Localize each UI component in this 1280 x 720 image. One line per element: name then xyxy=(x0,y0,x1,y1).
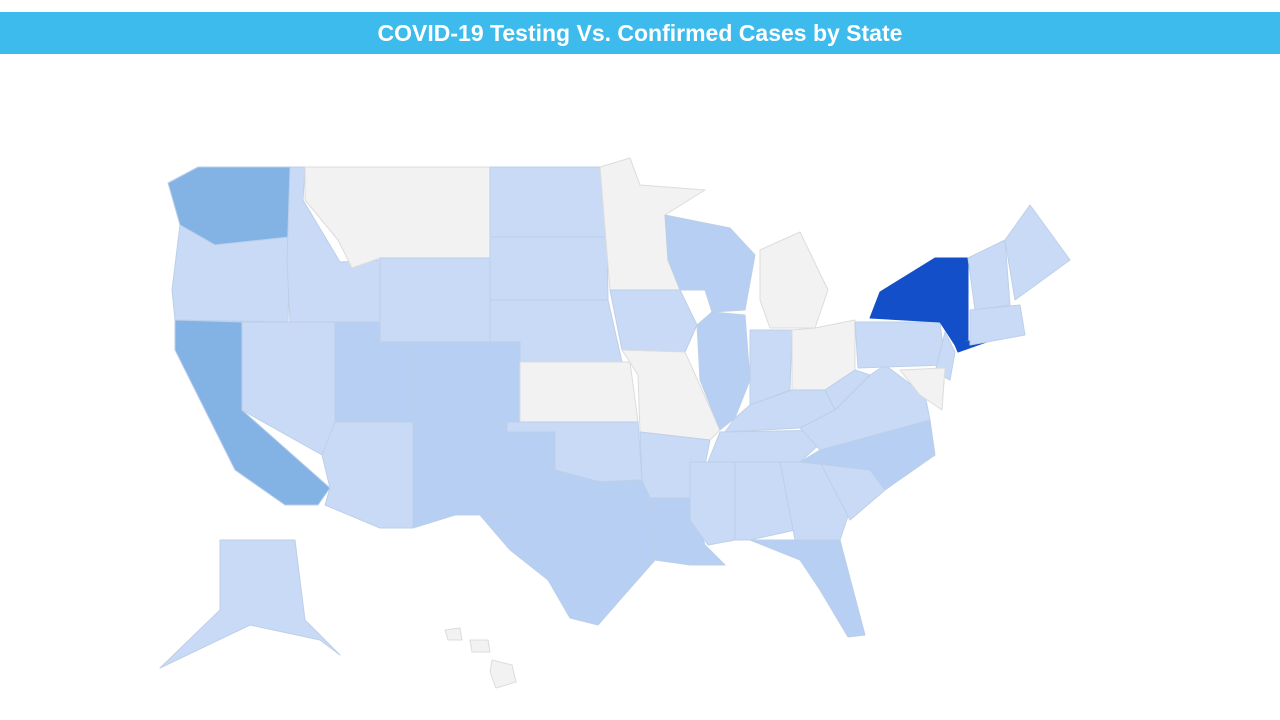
state xyxy=(759,231,829,329)
state xyxy=(454,431,656,626)
state xyxy=(734,461,796,541)
state xyxy=(321,421,414,529)
state xyxy=(469,639,491,653)
state xyxy=(696,311,751,431)
state xyxy=(489,166,608,238)
state xyxy=(799,364,931,451)
title-bar: COVID-19 Testing Vs. Confirmed Cases by … xyxy=(0,12,1280,54)
state xyxy=(689,461,736,546)
state xyxy=(379,257,491,343)
state xyxy=(489,236,609,301)
state xyxy=(824,369,871,411)
state xyxy=(412,421,508,529)
title: COVID-19 Testing Vs. Confirmed Cases by … xyxy=(377,20,903,46)
state xyxy=(749,539,866,638)
state xyxy=(519,361,639,423)
state xyxy=(489,659,517,689)
state xyxy=(869,257,969,346)
state xyxy=(1004,204,1071,301)
state xyxy=(444,627,463,641)
state xyxy=(159,539,341,669)
state xyxy=(899,367,946,411)
states xyxy=(159,157,1071,689)
state xyxy=(967,239,1011,311)
state xyxy=(412,341,521,423)
state xyxy=(854,321,946,369)
state xyxy=(609,289,698,353)
state xyxy=(969,304,1026,346)
